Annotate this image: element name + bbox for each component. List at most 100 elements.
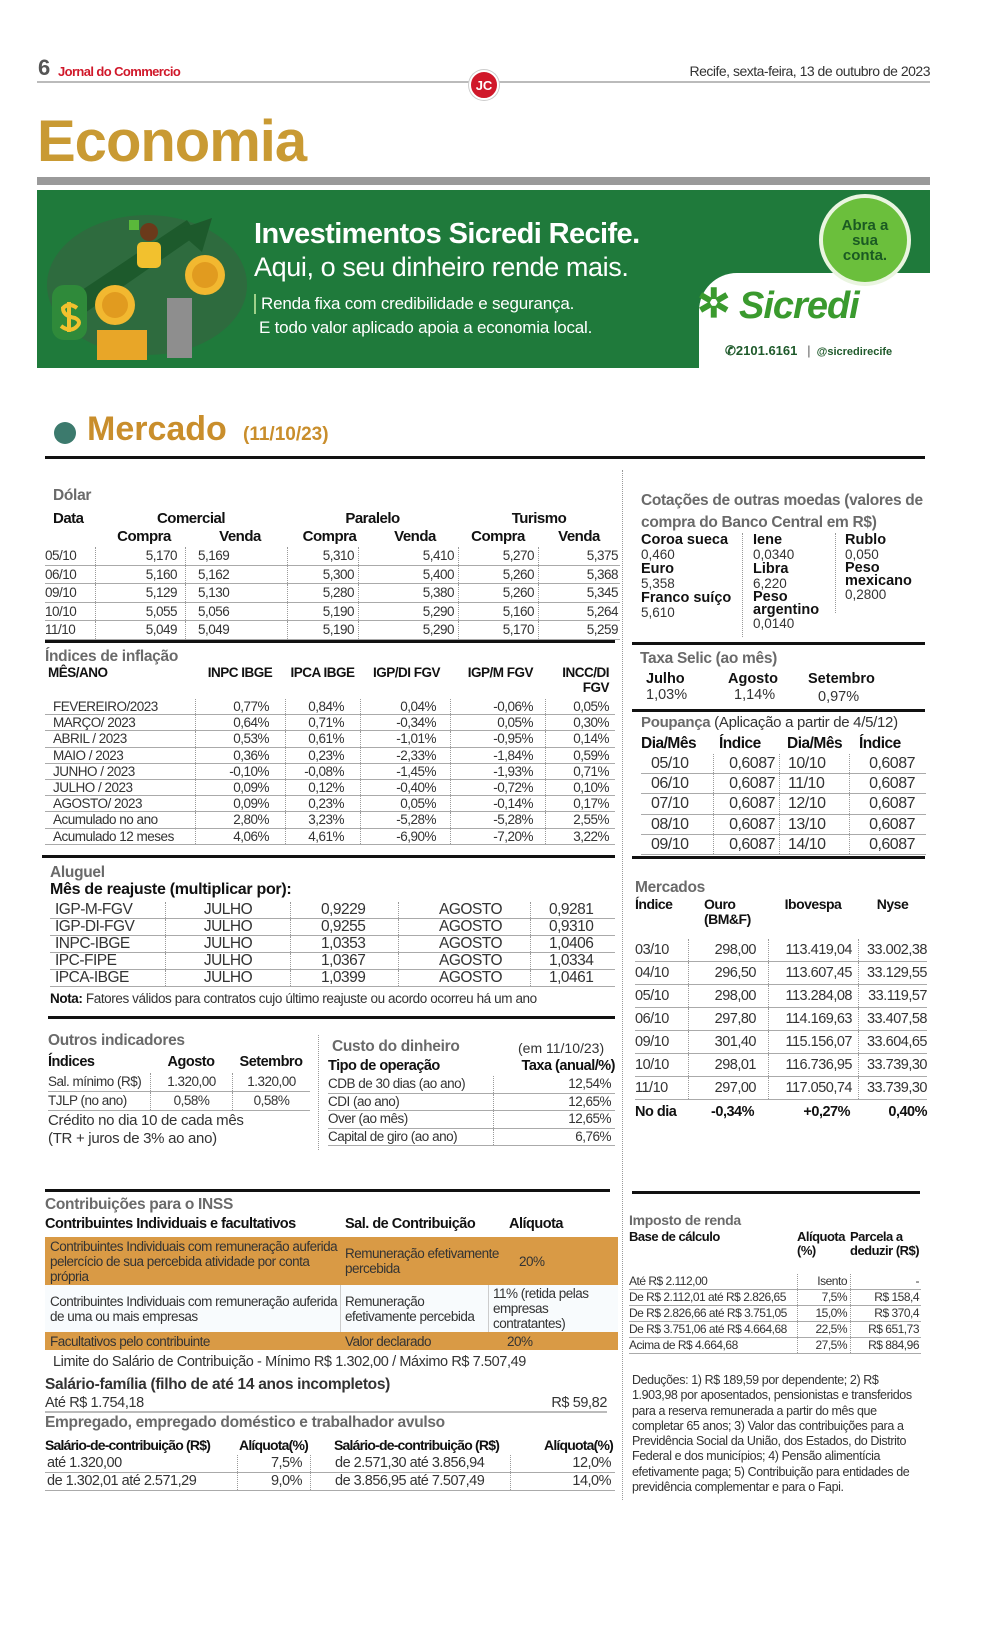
table-header: MÊS/ANO INPC IBGE IPCA IBGE IGP/DI FGV IGP/M… [45, 665, 615, 699]
cell: Capital de giro (ao ano) [328, 1128, 458, 1144]
open-account-bubble[interactable]: Abra a sua conta. [819, 194, 911, 286]
dolar-row: 09/10 5,129 5,130 5,280 5,380 5,260 5,345 [45, 584, 620, 603]
custo-row: Over (ao mês) 12,65% [328, 1111, 615, 1129]
cell: 0,14% [545, 731, 615, 747]
cell: 0,17% [545, 796, 615, 812]
cell: 5,160 [95, 565, 185, 583]
mercados-title: Mercados [635, 879, 705, 896]
cell: 0,6087 [849, 814, 919, 834]
cell: 5,190 [287, 602, 358, 620]
ad-handle[interactable]: @sicredirecife [816, 346, 893, 358]
column-header: Tipo de operação [328, 1058, 440, 1074]
inss-title: Contribuições para o INSS [45, 1196, 234, 1213]
dolar-title: Dólar [53, 487, 92, 504]
sicredi-logo-icon: ✲ [697, 282, 731, 326]
empregado-row: até 1.320,00 7,5% de 2.571,30 até 3.856,94… [45, 1455, 615, 1473]
cell: IPCA-IBGE [55, 969, 129, 986]
ad-phone[interactable]: 2101.6161 [735, 343, 798, 358]
cell: R$ 158,4 [850, 1290, 921, 1305]
cell: 7,5% [797, 1290, 850, 1305]
cell: 08/10 [651, 815, 689, 833]
custo-date: (em 11/10/23) [518, 1040, 605, 1056]
moedas-column: Iene 0,0340 Libra 6,220 Peso argentino 0,0140 [742, 533, 835, 637]
cell: 5,300 [287, 565, 358, 583]
aluguel-note: Nota: Fatores válidos para contratos cuj… [50, 991, 537, 1006]
cell: 0,77% [195, 699, 285, 715]
cell: MAIO / 2023 [53, 747, 124, 763]
cell: 5,162 [185, 565, 287, 583]
column-header: Agosto [167, 1054, 215, 1070]
divider [42, 855, 615, 858]
cell: 06/10 [651, 775, 689, 793]
cell: -0,34% [360, 715, 450, 731]
cell: 09/10 [651, 835, 689, 853]
familia-title: Salário-família (filho de até 14 anos in… [45, 1376, 391, 1393]
cell: 0,04% [360, 699, 450, 715]
cell: 5,410 [358, 547, 458, 565]
divider [48, 1016, 615, 1019]
cell: 116.736,95 [768, 1054, 858, 1076]
cell: 301,40 [688, 1031, 768, 1053]
cell: AGOSTO [398, 953, 530, 969]
sicredi-ad[interactable]: Investimentos Sicredi Recife. Aqui, o se… [37, 190, 930, 368]
cell: 0,09% [195, 779, 285, 796]
inflacao-row: ABRIL / 2023 0,53% 0,61% -1,01% -0,95% 0,14% [45, 731, 615, 748]
selic-month: Setembro [808, 671, 875, 687]
familia-value: R$ 59,82 [551, 1395, 607, 1411]
cell: 33.119,57 [858, 985, 928, 1007]
mercados-table: Índice Ouro (BM&F) Ibovespa Nyse 03/10 298,0… [635, 897, 928, 1124]
cell: Acumulado 12 meses [53, 828, 174, 844]
cell: -5,28% [450, 812, 545, 828]
column-header: Setembro [239, 1054, 303, 1070]
inss-limite: Limite do Salário de Contribuição - Míni… [53, 1354, 526, 1370]
cell: 11/10 [635, 1080, 668, 1096]
inss-table: Contribuintes Individuais com remuneraçã… [45, 1237, 618, 1350]
cell: 5,056 [185, 602, 287, 620]
currency-value: 5,358 [641, 575, 675, 591]
cell: 0,05% [360, 796, 450, 812]
cell: 5,280 [287, 584, 358, 602]
cell: De R$ 2.112,01 até R$ 2.826,65 [629, 1290, 786, 1304]
cell: 05/10 [635, 988, 669, 1004]
ad-contact: ✆2101.6161 | @sicredirecife [725, 343, 892, 359]
poupanca-heading: Poupança (Aplicação a partir de 4/5/12) [641, 714, 898, 731]
cell: 0,6087 [849, 754, 919, 774]
cell: 5,055 [95, 602, 185, 620]
cell: R$ 370,4 [850, 1306, 921, 1321]
cell: 0,53% [195, 731, 285, 747]
currency-value: 5,610 [641, 604, 675, 620]
poupanca-subtitle: (Aplicação a partir de 4/5/12) [714, 714, 898, 731]
cell: No dia [635, 1104, 677, 1120]
column-header: Salário-de-contribuição (R$) [45, 1437, 211, 1453]
cell: 0,12% [285, 779, 360, 796]
ir-row: De R$ 2.112,01 até R$ 2.826,65 7,5% R$ 158… [629, 1290, 921, 1306]
cell: 11/10 [779, 774, 849, 794]
outros-title: Outros indicadores [48, 1032, 185, 1049]
cell: IGP-M-FGV [55, 901, 133, 918]
column-header: Nyse [876, 896, 909, 912]
credit-note: Crédito no dia 10 de cada mês [48, 1112, 244, 1129]
cell: Acima de R$ 4.664,68 [629, 1338, 738, 1352]
column-divider [622, 470, 623, 1500]
poupanca-title: Poupança [641, 714, 711, 731]
cell: CDB de 30 dias (ao ano) [328, 1076, 466, 1091]
cell: 0,6087 [713, 794, 779, 814]
table-header: Índice Ouro (BM&F) Ibovespa Nyse [635, 897, 927, 939]
selic-month: Agosto [728, 671, 778, 687]
currency-name: Libra [753, 561, 789, 577]
cell: 12,65% [493, 1093, 615, 1110]
cell: 04/10 [635, 965, 669, 981]
currency-value: 6,220 [753, 575, 787, 591]
mercados-row: 04/10 296,50 113.607,45 33.129,55 [635, 962, 928, 985]
column-header: Parcela a deduzir (R$) [850, 1229, 920, 1258]
divider [45, 456, 925, 459]
col-comercial: Comercial [156, 510, 226, 527]
jc-logo: JC [469, 70, 499, 100]
outros-row: Sal. mínimo (R$) 1.320,00 1.320,00 [48, 1073, 310, 1092]
cell: 1,0399 [290, 970, 398, 986]
cell: 0,6087 [713, 814, 779, 834]
cell: AGOSTO [398, 902, 530, 918]
aluguel-title: Aluguel [50, 864, 105, 881]
mercados-row: 10/10 298,01 116.736,95 33.739,30 [635, 1054, 928, 1077]
tr-note: (TR + juros de 3% ao ano) [48, 1130, 217, 1147]
